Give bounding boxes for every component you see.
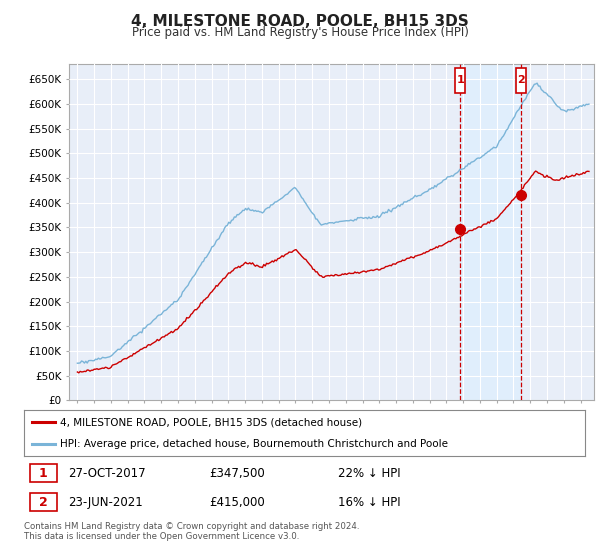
Text: 1: 1 bbox=[38, 466, 47, 480]
FancyBboxPatch shape bbox=[29, 493, 56, 511]
FancyBboxPatch shape bbox=[455, 68, 466, 93]
Text: HPI: Average price, detached house, Bournemouth Christchurch and Poole: HPI: Average price, detached house, Bour… bbox=[61, 439, 448, 449]
Text: 23-JUN-2021: 23-JUN-2021 bbox=[68, 496, 143, 509]
Text: 1: 1 bbox=[457, 76, 464, 85]
Text: 4, MILESTONE ROAD, POOLE, BH15 3DS (detached house): 4, MILESTONE ROAD, POOLE, BH15 3DS (deta… bbox=[61, 417, 362, 427]
Text: 22% ↓ HPI: 22% ↓ HPI bbox=[338, 466, 401, 480]
Text: 2: 2 bbox=[38, 496, 47, 509]
Text: 2: 2 bbox=[517, 76, 525, 85]
Text: 27-OCT-2017: 27-OCT-2017 bbox=[68, 466, 145, 480]
Bar bbox=[460, 64, 521, 400]
FancyBboxPatch shape bbox=[517, 68, 526, 93]
Text: £347,500: £347,500 bbox=[209, 466, 265, 480]
Text: £415,000: £415,000 bbox=[209, 496, 265, 509]
FancyBboxPatch shape bbox=[29, 464, 56, 482]
Text: 4, MILESTONE ROAD, POOLE, BH15 3DS: 4, MILESTONE ROAD, POOLE, BH15 3DS bbox=[131, 14, 469, 29]
Text: 16% ↓ HPI: 16% ↓ HPI bbox=[338, 496, 401, 509]
Text: Price paid vs. HM Land Registry's House Price Index (HPI): Price paid vs. HM Land Registry's House … bbox=[131, 26, 469, 39]
Text: Contains HM Land Registry data © Crown copyright and database right 2024.
This d: Contains HM Land Registry data © Crown c… bbox=[24, 522, 359, 542]
